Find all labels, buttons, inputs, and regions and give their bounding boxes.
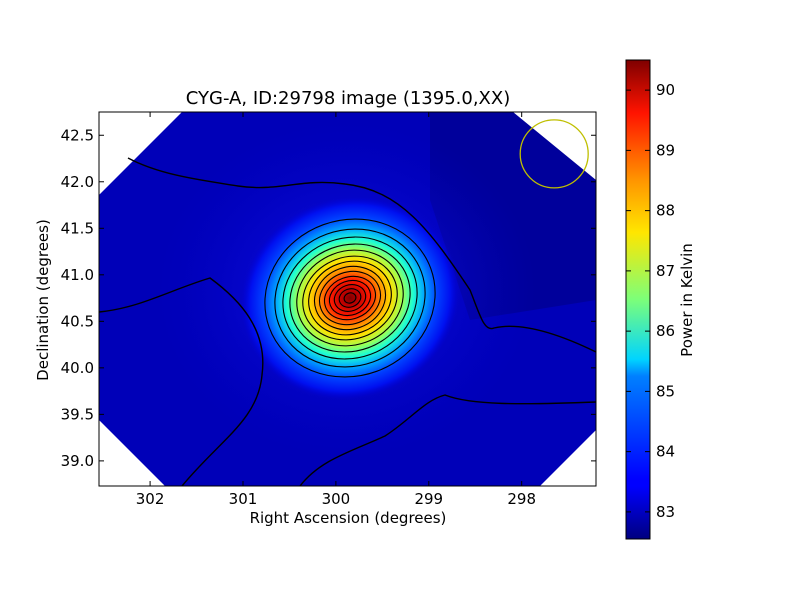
contour-line: [99, 277, 264, 486]
colorbar-tick-label: 84: [656, 443, 675, 461]
colorbar-tick-label: 89: [656, 141, 675, 159]
y-tick-label: 39.0: [61, 452, 94, 470]
source-contours: [264, 218, 436, 378]
blank-corner-top-left: [99, 112, 182, 195]
beam-circle: [519, 119, 589, 189]
colorbar-tick-label: 88: [656, 202, 675, 220]
colorbar-tick-label: 86: [656, 322, 675, 340]
blank-corner-bottom-left: [99, 420, 165, 486]
x-tick-label: 300: [322, 490, 351, 508]
colorbar-ticks: 83 84 85 86 87 88 89 90: [626, 81, 675, 521]
heatmap-plot-area: [99, 112, 596, 486]
y-tick-label: 41.5: [61, 219, 94, 237]
x-tick-label: 299: [414, 490, 443, 508]
x-tick-label: 301: [229, 490, 258, 508]
colorbar-tick-label: 90: [656, 81, 675, 99]
x-tick-label: 302: [136, 490, 165, 508]
colorbar: [625, 59, 651, 540]
x-axis-ticks: 302 301 300 299 298: [136, 112, 536, 508]
y-tick-label: 39.5: [61, 405, 94, 423]
colorbar-tick-label: 87: [656, 262, 675, 280]
y-tick-label: 40.0: [61, 359, 94, 377]
blank-corner-bottom-right: [540, 430, 596, 486]
blank-corner-top-right: [513, 112, 596, 180]
y-tick-label: 40.5: [61, 312, 94, 330]
colorbar-label: Power in Kelvin: [678, 243, 696, 357]
y-tick-label: 42.5: [61, 126, 94, 144]
x-tick-label: 298: [507, 490, 536, 508]
y-tick-label: 41.0: [61, 266, 94, 284]
y-axis-label: Declination (degrees): [34, 219, 52, 381]
y-tick-label: 42.0: [61, 173, 94, 191]
plot-frame: [98, 111, 597, 487]
y-axis-ticks: 39.0 39.5 40.0 40.5 41.0 41.5 42.0 42.5: [61, 126, 596, 470]
contour-line: [127, 157, 596, 353]
contour-line: [299, 394, 596, 486]
chart-title: CYG-A, ID:29798 image (1395.0,XX): [186, 88, 510, 109]
colorbar-tick-label: 85: [656, 382, 675, 400]
x-axis-label: Right Ascension (degrees): [250, 509, 447, 527]
colorbar-tick-label: 83: [656, 503, 675, 521]
